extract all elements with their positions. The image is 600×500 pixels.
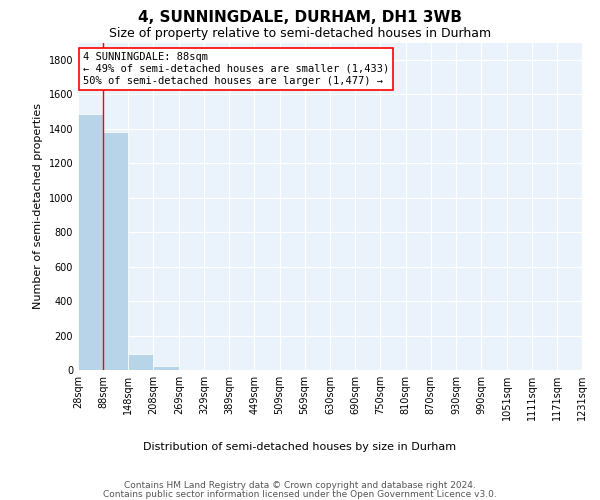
Text: 4, SUNNINGDALE, DURHAM, DH1 3WB: 4, SUNNINGDALE, DURHAM, DH1 3WB [138,10,462,25]
Text: Distribution of semi-detached houses by size in Durham: Distribution of semi-detached houses by … [143,442,457,452]
Text: Contains HM Land Registry data © Crown copyright and database right 2024.: Contains HM Land Registry data © Crown c… [124,481,476,490]
Text: Size of property relative to semi-detached houses in Durham: Size of property relative to semi-detach… [109,28,491,40]
Text: Contains public sector information licensed under the Open Government Licence v3: Contains public sector information licen… [103,490,497,499]
Text: 4 SUNNINGDALE: 88sqm
← 49% of semi-detached houses are smaller (1,433)
50% of se: 4 SUNNINGDALE: 88sqm ← 49% of semi-detac… [83,52,389,86]
Bar [103,132,128,370]
Bar [78,114,103,370]
Bar [154,366,179,370]
Y-axis label: Number of semi-detached properties: Number of semi-detached properties [33,104,43,309]
Bar [128,354,154,370]
